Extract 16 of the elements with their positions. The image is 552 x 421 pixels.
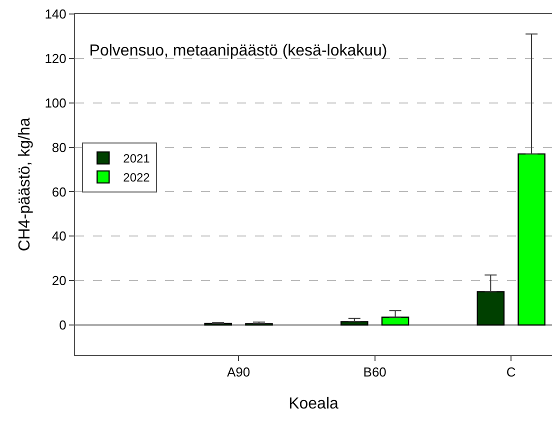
y-tick-label: 40 bbox=[52, 228, 66, 244]
x-tick-label: A90 bbox=[226, 364, 250, 380]
y-tick-label: 60 bbox=[52, 184, 66, 200]
legend-label: 2022 bbox=[123, 170, 150, 185]
legend-label: 2021 bbox=[123, 152, 150, 166]
y-tick-label: 120 bbox=[44, 50, 66, 66]
y-tick-label: 0 bbox=[59, 318, 66, 333]
y-tick-label: 140 bbox=[44, 6, 66, 22]
y-tick-label: 100 bbox=[44, 95, 66, 110]
text: Polvensuo, metaanipäästö (kesä-lokakuu) bbox=[89, 42, 388, 60]
y-axis-title: CH4-päästö, kg/ha bbox=[16, 118, 34, 252]
x-tick-label: C bbox=[506, 364, 516, 380]
x-axis-title: Koeala bbox=[288, 395, 339, 412]
x-tick-label: B60 bbox=[363, 364, 386, 380]
y-tick-label: 80 bbox=[52, 140, 66, 155]
y-tick-label: 20 bbox=[52, 273, 66, 288]
